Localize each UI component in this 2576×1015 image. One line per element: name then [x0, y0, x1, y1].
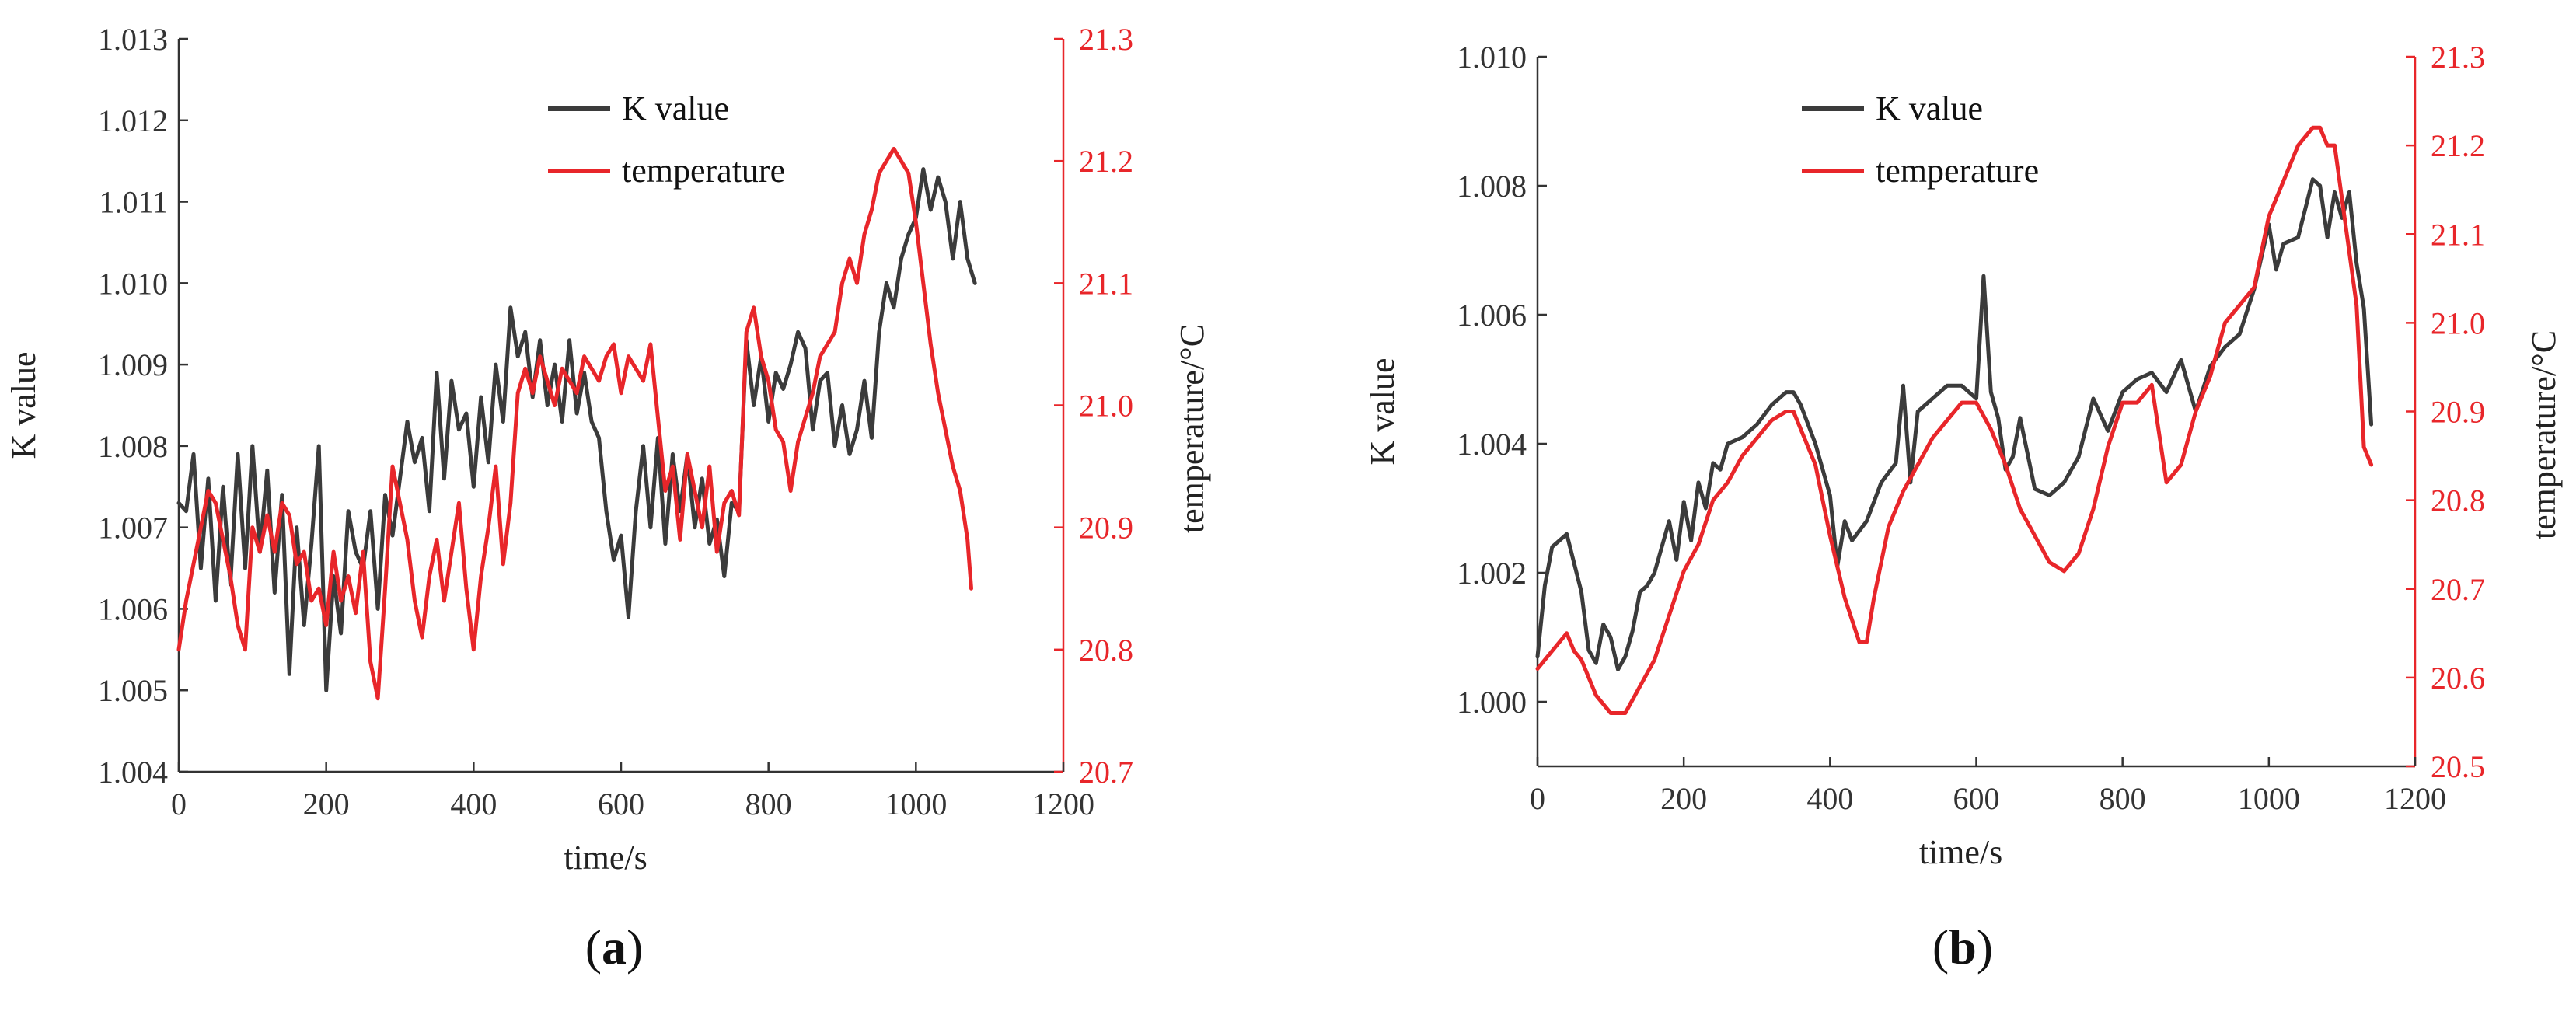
x-tick-label: 800 — [2100, 781, 2146, 816]
y-tick-label: 1.004 — [1457, 427, 1527, 462]
y-right-tick-label: 20.5 — [2431, 749, 2485, 784]
y-tick-label: 1.007 — [98, 511, 168, 546]
y-right-tick-label: 21.1 — [1079, 266, 1133, 301]
y-right-tick-label: 21.1 — [2431, 217, 2485, 252]
x-tick-label: 1200 — [2384, 781, 2446, 816]
y-right-tick-label: 20.7 — [2431, 572, 2485, 607]
series-line-temperature — [176, 146, 973, 701]
chart-panel-b: 1.000 1.002 1.004 1.006 1.008 1.010 20.5 20.6 20… — [1363, 40, 2563, 975]
caption-close-paren: ) — [1977, 919, 1993, 975]
caption-letter: b — [1949, 919, 1977, 975]
y-right-axis-title: temperature/°C — [2525, 330, 2563, 539]
y-tick-label: 1.006 — [98, 591, 168, 626]
legend-label: temperature — [1876, 152, 2039, 190]
x-tick-label: 600 — [1953, 781, 2000, 816]
x-tick-label: 800 — [745, 787, 792, 821]
y-right-tick-label: 20.8 — [1079, 633, 1133, 668]
y-tick-label: 1.002 — [1457, 556, 1527, 591]
legend-label: K value — [622, 89, 729, 127]
x-tick-label: 200 — [1660, 781, 1707, 816]
y-tick-label: 1.011 — [99, 185, 168, 220]
x-tick-label: 0 — [171, 787, 187, 821]
y-right-tick-label: 21.2 — [2431, 128, 2485, 163]
y-tick-label: 1.009 — [98, 347, 168, 382]
x-axis-title: time/s — [564, 839, 647, 877]
x-tick-label: 600 — [598, 787, 644, 821]
y-axis-title: K value — [1363, 358, 1401, 465]
panel-caption: (b) — [1932, 919, 1993, 975]
y-tick-label: 1.013 — [98, 22, 168, 57]
x-tick-label: 1000 — [885, 787, 947, 821]
y-tick-label: 1.000 — [1457, 685, 1527, 720]
y-right-tick-label: 20.8 — [2431, 483, 2485, 518]
y-right-tick-label: 20.6 — [2431, 661, 2485, 696]
series-line-temperature — [1535, 125, 2374, 715]
y-axis-title: K value — [5, 351, 43, 459]
y-right-tick-label: 20.7 — [1079, 755, 1133, 790]
y-right-tick-label: 21.2 — [1079, 144, 1133, 179]
y-right-tick-label: 20.9 — [2431, 395, 2485, 430]
legend-label: K value — [1876, 89, 1983, 127]
series-line-k-value — [1535, 177, 2374, 671]
y-right-tick-label: 20.9 — [1079, 511, 1133, 546]
panel-caption: (a) — [585, 919, 644, 975]
y-tick-label: 1.006 — [1457, 298, 1527, 333]
x-tick-label: 1000 — [2238, 781, 2300, 816]
chart-panel-a: 1.004 1.005 1.006 1.007 1.008 1.009 1.010 1.011… — [5, 22, 1211, 975]
y-right-tick-label: 21.3 — [2431, 40, 2485, 75]
y-tick-label: 1.010 — [98, 266, 168, 301]
caption-open-paren: ( — [585, 919, 602, 975]
x-tick-label: 200 — [303, 787, 350, 821]
legend-label: temperature — [622, 152, 785, 190]
x-axis-title: time/s — [1919, 833, 2003, 871]
series-line-k-value — [176, 167, 977, 692]
y-right-tick-label: 21.3 — [1079, 22, 1133, 57]
caption-letter: a — [602, 919, 627, 975]
y-tick-label: 1.004 — [98, 755, 168, 790]
x-tick-label: 400 — [450, 787, 497, 821]
y-tick-label: 1.008 — [1457, 169, 1527, 204]
y-tick-label: 1.008 — [98, 429, 168, 464]
x-tick-label: 400 — [1806, 781, 1853, 816]
x-tick-label: 1200 — [1032, 787, 1094, 821]
y-right-axis-title: temperature/°C — [1173, 324, 1211, 533]
y-tick-label: 1.012 — [98, 103, 168, 138]
y-right-tick-label: 21.0 — [2431, 305, 2485, 340]
y-tick-label: 1.010 — [1457, 40, 1527, 75]
y-tick-label: 1.005 — [98, 673, 168, 708]
x-tick-label: 0 — [1530, 781, 1545, 816]
caption-close-paren: ) — [627, 919, 643, 975]
y-right-tick-label: 21.0 — [1079, 389, 1133, 424]
caption-open-paren: ( — [1932, 919, 1949, 975]
